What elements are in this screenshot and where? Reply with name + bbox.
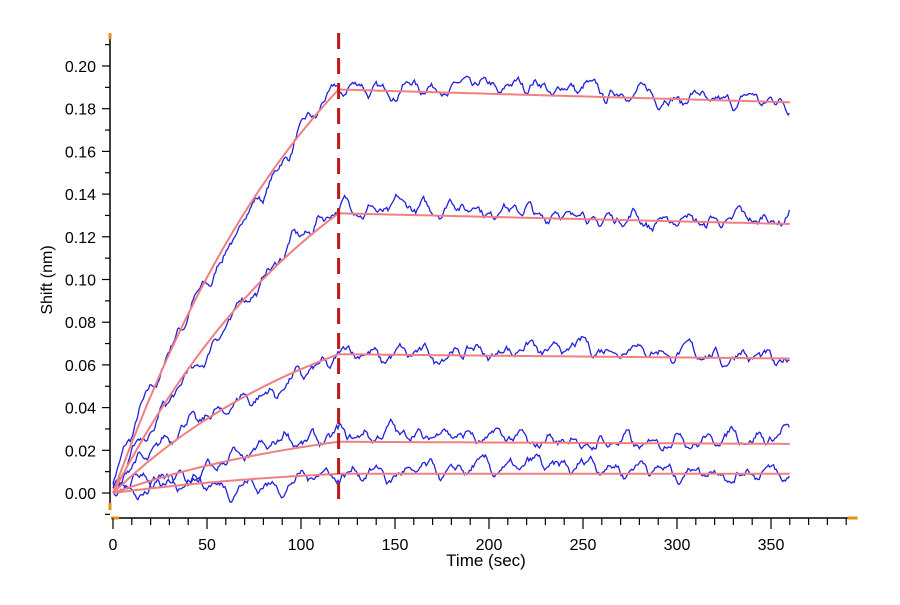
data-trace-3 bbox=[112, 335, 790, 489]
x-axis-start-handle bbox=[111, 516, 119, 520]
data-trace-1 bbox=[112, 75, 790, 484]
y-tick-label: 0.10 bbox=[65, 273, 96, 290]
x-tick-label: 100 bbox=[288, 537, 315, 554]
y-tick-label: 0.12 bbox=[65, 230, 96, 247]
y-axis-start-handle bbox=[108, 503, 112, 510]
x-tick-label: 350 bbox=[758, 537, 785, 554]
x-tick-label: 250 bbox=[570, 537, 597, 554]
x-tick-label: 200 bbox=[476, 537, 503, 554]
fit-curve-4 bbox=[112, 440, 790, 494]
fit-curve-2 bbox=[112, 212, 790, 494]
x-axis-label: Time (sec) bbox=[446, 551, 526, 570]
y-tick-label: 0.00 bbox=[65, 486, 96, 503]
data-trace-2 bbox=[112, 193, 791, 487]
y-tick-label: 0.16 bbox=[65, 144, 96, 161]
y-tick-label: 0.18 bbox=[65, 102, 96, 119]
y-tick-label: 0.04 bbox=[65, 401, 96, 418]
x-tick-label: 50 bbox=[198, 537, 216, 554]
y-tick-label: 0.08 bbox=[65, 315, 96, 332]
x-axis-end-handle bbox=[847, 516, 858, 520]
data-trace-4 bbox=[112, 417, 790, 501]
y-tick-label: 0.06 bbox=[65, 358, 96, 375]
fit-curve-3 bbox=[112, 353, 790, 494]
x-tick-label: 150 bbox=[382, 537, 409, 554]
y-tick-label: 0.20 bbox=[65, 59, 96, 76]
y-tick-label: 0.02 bbox=[65, 443, 96, 460]
fit-curve-5 bbox=[112, 472, 790, 494]
y-axis-end-handle bbox=[108, 33, 112, 40]
y-tick-label: 0.14 bbox=[65, 187, 96, 204]
data-trace-5 bbox=[112, 453, 790, 503]
x-tick-label: 0 bbox=[109, 537, 118, 554]
fit-curve-1 bbox=[112, 88, 790, 494]
x-tick-label: 300 bbox=[664, 537, 691, 554]
y-axis-label: Shift (nm) bbox=[39, 245, 56, 314]
